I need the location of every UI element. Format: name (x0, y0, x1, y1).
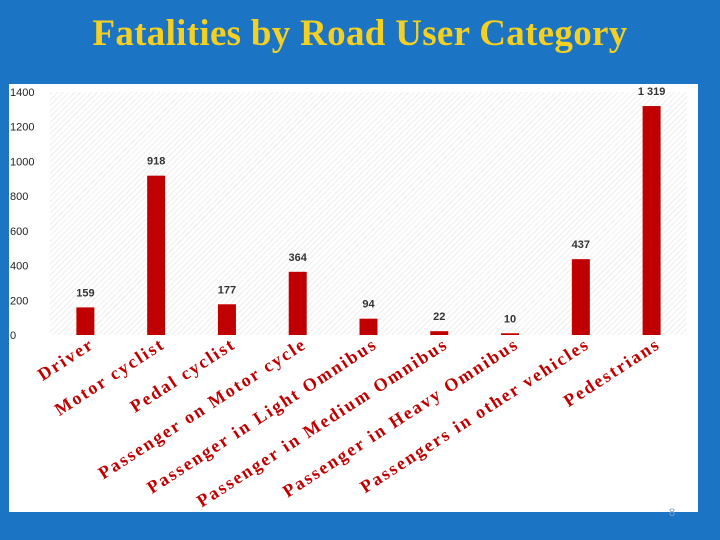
data-label: 94 (362, 299, 375, 311)
bar (501, 333, 520, 335)
y-tick-label: 0 (10, 330, 16, 342)
bar (76, 307, 95, 335)
data-label: 437 (572, 239, 590, 251)
bar (571, 259, 590, 335)
bar (359, 318, 378, 335)
y-axis-tick-labels: 0 200 400 600 800 1000 1200 1400 (10, 87, 34, 342)
bar (430, 331, 449, 335)
y-tick-label: 1400 (10, 87, 34, 99)
bar (288, 271, 307, 335)
y-tick-label: 400 (10, 261, 28, 273)
y-tick-label: 600 (10, 226, 28, 238)
data-labels: 159 918 177 364 94 22 10 437 1 319 (76, 86, 665, 325)
data-label: 159 (76, 287, 94, 299)
data-label: 364 (289, 252, 308, 264)
slide-title: Fatalities by Road User Category (92, 13, 628, 54)
bar (217, 304, 236, 335)
y-tick-label: 1000 (10, 156, 34, 168)
y-tick-label: 800 (10, 191, 28, 203)
data-label: 177 (218, 284, 236, 296)
chart-panel: 0 200 400 600 800 1000 1200 1400 159 918 177 364 94… (9, 84, 698, 512)
data-label: 22 (433, 311, 445, 323)
bar-chart: 0 200 400 600 800 1000 1200 1400 159 918 177 364 94… (10, 86, 687, 512)
page-number: 8 (668, 507, 676, 519)
bar (642, 106, 661, 335)
data-label: 918 (147, 156, 165, 168)
data-label: 1 319 (638, 86, 666, 98)
y-tick-label: 200 (10, 295, 28, 307)
data-label: 10 (504, 313, 516, 325)
bar (147, 175, 166, 335)
x-category-label: Driver (34, 334, 98, 385)
y-tick-label: 1200 (10, 122, 34, 134)
bars (76, 106, 661, 335)
